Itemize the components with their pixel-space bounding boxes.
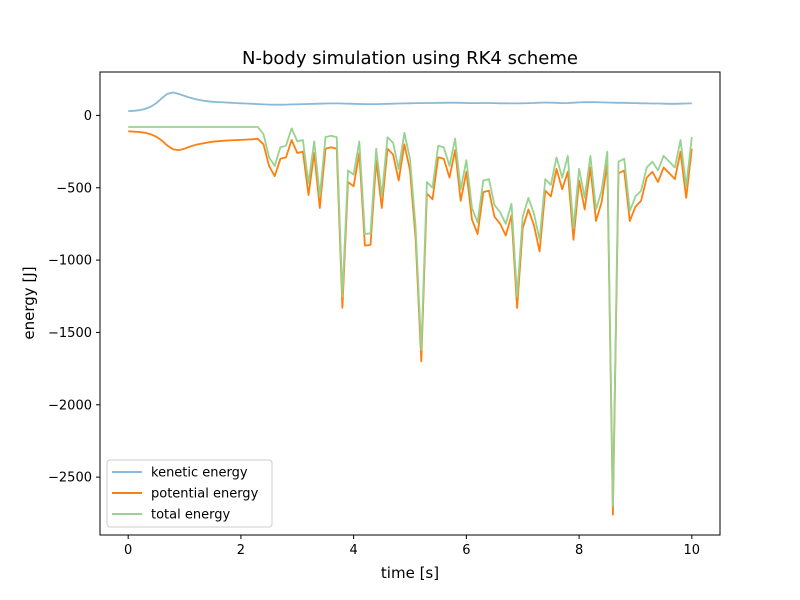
y-tick-label: −2000 (48, 398, 92, 413)
x-axis-ticks: 0 2 4 6 8 10 (124, 535, 700, 558)
legend-box (106, 459, 273, 528)
x-axis-label: time [s] (381, 564, 439, 582)
plot-area (99, 71, 721, 536)
y-tick-label: −2500 (48, 471, 92, 486)
chart-title: N-body simulation using RK4 scheme (242, 48, 578, 69)
legend-label: kenetic energy (151, 466, 248, 481)
x-tick-label: 10 (684, 543, 701, 558)
y-tick-label: −500 (56, 181, 92, 196)
total-energy-line (128, 126, 693, 508)
y-axis-label: energy [J] (20, 266, 38, 339)
y-axis-ticks: 0 −500 −1000 −1500 −2000 −2500 (48, 109, 100, 486)
kenetic-energy-line (128, 91, 692, 112)
legend-label: total energy (151, 508, 230, 523)
x-tick-label: 4 (349, 543, 357, 558)
legend: kenetic energy potential energy total ener… (106, 459, 273, 528)
y-tick-label: 0 (84, 109, 92, 124)
x-tick-label: 6 (462, 543, 470, 558)
axes-frame (99, 71, 721, 536)
legend-label: potential energy (151, 487, 259, 502)
y-tick-label: −1500 (48, 326, 92, 341)
legend-items: kenetic energy potential energy total ener… (112, 466, 259, 523)
y-tick-label: −1000 (48, 254, 92, 269)
x-tick-label: 2 (237, 543, 245, 558)
potential-energy-line (128, 130, 693, 516)
x-tick-label: 0 (124, 543, 132, 558)
series-layer (128, 91, 693, 516)
x-tick-label: 8 (575, 543, 583, 558)
